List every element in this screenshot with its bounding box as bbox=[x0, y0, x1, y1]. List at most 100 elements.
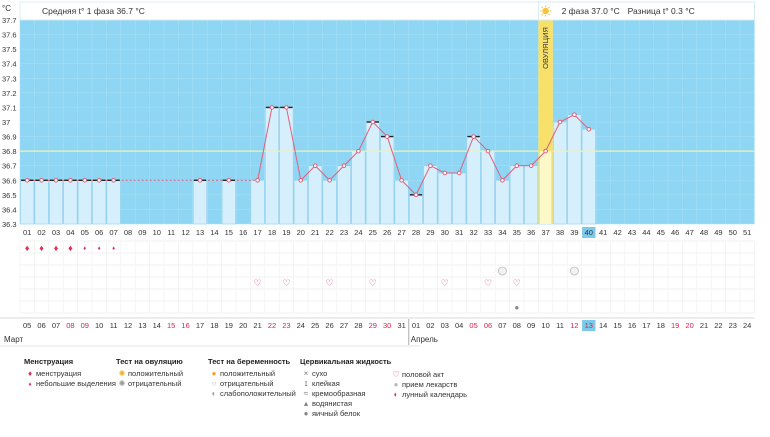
cycle-day-label[interactable]: 44 bbox=[642, 228, 650, 237]
cycle-day-label[interactable]: 06 bbox=[95, 228, 103, 237]
heart-icon[interactable]: ♡ bbox=[282, 278, 290, 288]
date-label[interactable]: 21 bbox=[700, 321, 708, 330]
cycle-day-label[interactable]: 13 bbox=[196, 228, 204, 237]
cycle-day-label[interactable]: 04 bbox=[66, 228, 74, 237]
heart-icon[interactable]: ♡ bbox=[513, 278, 521, 288]
date-label[interactable]: 23 bbox=[729, 321, 737, 330]
temp-point[interactable] bbox=[24, 177, 30, 183]
temp-point[interactable] bbox=[284, 105, 289, 110]
temp-point[interactable] bbox=[514, 163, 520, 169]
date-label[interactable]: 19 bbox=[671, 321, 679, 330]
cycle-day-label[interactable]: 38 bbox=[556, 228, 564, 237]
date-label[interactable]: 12 bbox=[124, 321, 132, 330]
cycle-day-label[interactable]: 02 bbox=[37, 228, 45, 237]
temp-point[interactable] bbox=[341, 163, 347, 169]
date-label[interactable]: 12 bbox=[570, 321, 578, 330]
cycle-day-label[interactable]: 21 bbox=[311, 228, 319, 237]
date-label[interactable]: 03 bbox=[441, 321, 449, 330]
cycle-day-label[interactable]: 26 bbox=[383, 228, 391, 237]
cycle-day-label[interactable]: 30 bbox=[441, 228, 449, 237]
date-label[interactable]: 09 bbox=[81, 321, 89, 330]
heart-icon[interactable]: ♡ bbox=[254, 278, 262, 288]
date-label[interactable]: 24 bbox=[297, 321, 305, 330]
date-label[interactable]: 31 bbox=[397, 321, 405, 330]
date-label[interactable]: 15 bbox=[167, 321, 175, 330]
cycle-day-label[interactable]: 48 bbox=[700, 228, 708, 237]
temp-point[interactable] bbox=[399, 177, 404, 183]
cycle-day-label[interactable]: 08 bbox=[124, 228, 132, 237]
cycle-day-label[interactable]: 51 bbox=[743, 228, 751, 237]
drop-icon[interactable]: ♦ bbox=[39, 243, 44, 253]
date-label[interactable]: 20 bbox=[685, 321, 693, 330]
drop-icon[interactable]: ♦ bbox=[54, 243, 59, 253]
cycle-day-label[interactable]: 39 bbox=[570, 228, 578, 237]
date-label[interactable]: 18 bbox=[210, 321, 218, 330]
date-label[interactable]: 10 bbox=[95, 321, 103, 330]
temp-point[interactable] bbox=[82, 177, 88, 183]
date-label[interactable]: 22 bbox=[714, 321, 722, 330]
date-label[interactable]: 20 bbox=[239, 321, 247, 330]
date-label[interactable]: 17 bbox=[196, 321, 204, 330]
cycle-day-label[interactable]: 16 bbox=[239, 228, 247, 237]
date-label[interactable]: 07 bbox=[52, 321, 60, 330]
temp-point[interactable] bbox=[586, 126, 592, 132]
date-label[interactable]: 19 bbox=[225, 321, 233, 330]
date-label[interactable]: 25 bbox=[311, 321, 319, 330]
temp-point[interactable] bbox=[96, 177, 102, 183]
cycle-day-label[interactable]: 28 bbox=[412, 228, 420, 237]
cycle-day-label[interactable]: 09 bbox=[138, 228, 146, 237]
cycle-day-label[interactable]: 25 bbox=[369, 228, 377, 237]
temp-point[interactable] bbox=[327, 177, 332, 183]
drop-icon[interactable]: ♦ bbox=[25, 243, 30, 253]
date-label[interactable]: 28 bbox=[354, 321, 362, 330]
temp-point[interactable] bbox=[413, 192, 419, 198]
cycle-day-label[interactable]: 37 bbox=[541, 228, 549, 237]
heart-icon[interactable]: ♡ bbox=[369, 278, 377, 288]
cycle-day-label[interactable]: 42 bbox=[613, 228, 621, 237]
cycle-day-label[interactable]: 10 bbox=[153, 228, 161, 237]
temp-point[interactable] bbox=[39, 177, 44, 183]
date-label[interactable]: 15 bbox=[613, 321, 621, 330]
temp-point[interactable] bbox=[485, 148, 491, 154]
temp-point[interactable] bbox=[442, 170, 448, 176]
date-label[interactable]: 02 bbox=[426, 321, 434, 330]
cycle-day-label[interactable]: 20 bbox=[297, 228, 305, 237]
date-label[interactable]: 04 bbox=[455, 321, 463, 330]
cycle-day-label[interactable]: 33 bbox=[484, 228, 492, 237]
temp-point[interactable] bbox=[312, 163, 318, 169]
cycle-day-label[interactable]: 41 bbox=[599, 228, 607, 237]
pregnancy-test-icon[interactable] bbox=[497, 266, 507, 276]
cycle-day-label[interactable]: 32 bbox=[469, 228, 477, 237]
date-label[interactable]: 06 bbox=[484, 321, 492, 330]
temp-point[interactable] bbox=[500, 177, 505, 183]
date-label[interactable]: 30 bbox=[383, 321, 391, 330]
date-label[interactable]: 16 bbox=[628, 321, 636, 330]
cycle-day-label[interactable]: 12 bbox=[181, 228, 189, 237]
date-label[interactable]: 27 bbox=[340, 321, 348, 330]
cycle-day-label[interactable]: 29 bbox=[426, 228, 434, 237]
cycle-day-label[interactable]: 22 bbox=[325, 228, 333, 237]
small-drop-icon[interactable]: ♦ bbox=[98, 246, 101, 252]
heart-icon[interactable]: ♡ bbox=[441, 278, 449, 288]
cycle-day-label[interactable]: 46 bbox=[671, 228, 679, 237]
temp-point[interactable] bbox=[269, 105, 275, 110]
date-label[interactable]: 08 bbox=[66, 321, 74, 330]
temp-point[interactable] bbox=[53, 177, 59, 183]
cycle-day-label[interactable]: 24 bbox=[354, 228, 362, 237]
temp-point[interactable] bbox=[428, 163, 433, 169]
drop-icon[interactable]: ♦ bbox=[68, 243, 73, 253]
cycle-day-label[interactable]: 01 bbox=[23, 228, 31, 237]
date-label[interactable]: 13 bbox=[585, 321, 593, 330]
temp-point[interactable] bbox=[471, 134, 476, 139]
date-label[interactable]: 26 bbox=[325, 321, 333, 330]
egg-icon[interactable]: ● bbox=[514, 303, 519, 312]
temp-point[interactable] bbox=[298, 177, 304, 183]
date-label[interactable]: 11 bbox=[110, 321, 118, 330]
date-label[interactable]: 09 bbox=[527, 321, 535, 330]
cycle-day-label[interactable]: 45 bbox=[657, 228, 665, 237]
cycle-day-label[interactable]: 14 bbox=[210, 228, 218, 237]
date-label[interactable]: 18 bbox=[657, 321, 665, 330]
temp-point[interactable] bbox=[197, 177, 203, 183]
cycle-day-label[interactable]: 11 bbox=[167, 228, 175, 237]
cycle-day-label[interactable]: 23 bbox=[340, 228, 348, 237]
